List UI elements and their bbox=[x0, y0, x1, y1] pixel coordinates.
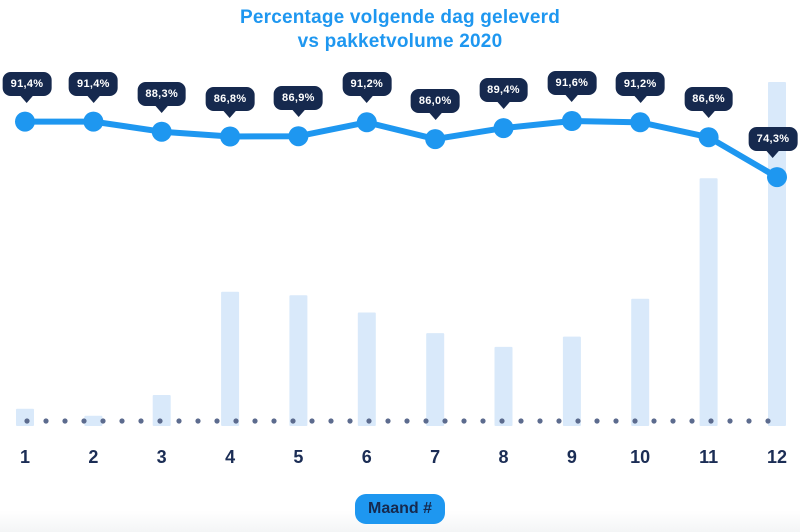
baseline-dot bbox=[214, 418, 220, 424]
baseline-dot bbox=[575, 418, 581, 424]
baseline-dot bbox=[765, 418, 771, 424]
line-marker-month-12 bbox=[767, 167, 787, 188]
x-axis-title-pill: Maand # bbox=[354, 494, 446, 524]
volume-bar-month-7 bbox=[426, 333, 445, 426]
volume-bar-month-1 bbox=[16, 408, 34, 426]
volume-bar-month-4 bbox=[221, 291, 240, 426]
chart-title-line1: Percentage volgende dag geleverd bbox=[239, 7, 560, 28]
baseline-dot bbox=[537, 418, 543, 424]
baseline-dot bbox=[442, 418, 448, 424]
baseline-dot bbox=[632, 418, 638, 424]
baseline-dot bbox=[195, 418, 201, 424]
baseline-dot bbox=[423, 418, 429, 424]
baseline-dot bbox=[404, 418, 410, 424]
baseline-dot bbox=[518, 418, 524, 424]
baseline-dot bbox=[480, 418, 486, 424]
baseline-dot bbox=[309, 418, 315, 424]
baseline-dot bbox=[613, 418, 619, 424]
baseline-dot bbox=[43, 418, 49, 424]
baseline-dot bbox=[708, 418, 714, 424]
volume-bar-month-9 bbox=[562, 336, 581, 426]
line-marker-month-2 bbox=[83, 111, 104, 132]
volume-bar-month-12 bbox=[768, 82, 786, 426]
chart-title-line2: vs pakketvolume 2020 bbox=[297, 31, 503, 52]
baseline-dot bbox=[594, 418, 600, 424]
line-marker-month-8 bbox=[493, 118, 514, 139]
volume-bar-month-11 bbox=[699, 178, 718, 426]
baseline-dot bbox=[81, 418, 87, 424]
baseline-dot bbox=[689, 418, 695, 424]
baseline-dot bbox=[290, 418, 296, 424]
baseline-dot bbox=[499, 418, 505, 424]
percentage-line bbox=[22, 118, 780, 181]
line-marker-month-1 bbox=[15, 111, 35, 132]
volume-bar-month-2 bbox=[84, 415, 103, 426]
baseline-dot bbox=[556, 418, 562, 424]
volume-bar-month-3 bbox=[152, 395, 171, 426]
baseline-dot bbox=[271, 418, 277, 424]
baseline-dot bbox=[157, 418, 163, 424]
baseline-dot bbox=[651, 418, 657, 424]
baseline-dot bbox=[176, 418, 182, 424]
line-marker-month-7 bbox=[425, 129, 446, 150]
baseline-dot bbox=[366, 418, 372, 424]
line-marker-month-9 bbox=[561, 111, 582, 131]
baseline-dot bbox=[670, 418, 676, 424]
line-marker-month-3 bbox=[151, 121, 172, 142]
baseline-dot bbox=[62, 418, 68, 424]
baseline-dot bbox=[347, 418, 353, 424]
volume-bar-month-10 bbox=[631, 298, 650, 426]
baseline-dot bbox=[252, 418, 258, 424]
volume-bar-month-8 bbox=[494, 346, 513, 426]
baseline-dot bbox=[138, 418, 144, 424]
baseline-dot bbox=[746, 418, 752, 424]
line-marker-month-6 bbox=[356, 112, 377, 133]
baseline-dot bbox=[24, 418, 30, 424]
chart-title: Percentage volgende dag geleverd vs pakk… bbox=[0, 6, 800, 54]
baseline-dot bbox=[119, 418, 125, 424]
baseline-dot bbox=[461, 418, 467, 424]
baseline-dot bbox=[328, 418, 334, 424]
volume-bar-month-6 bbox=[357, 312, 376, 426]
line-marker-month-11 bbox=[698, 127, 719, 148]
line-marker-month-10 bbox=[630, 112, 651, 133]
baseline-dot bbox=[100, 418, 106, 424]
volume-bar-month-5 bbox=[289, 295, 308, 426]
line-marker-month-5 bbox=[288, 126, 309, 147]
baseline-dot bbox=[233, 418, 239, 424]
baseline-dot bbox=[385, 418, 391, 424]
line-marker-month-4 bbox=[220, 126, 241, 147]
baseline-dot bbox=[727, 418, 733, 424]
